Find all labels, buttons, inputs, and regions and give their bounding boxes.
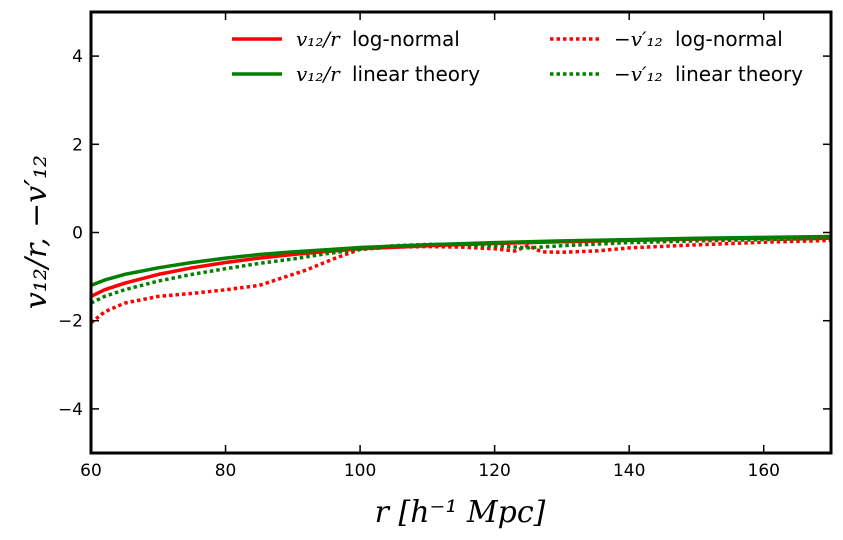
series-line-2 (91, 238, 831, 325)
legend-text: linear theory (352, 62, 480, 86)
legend-math: −v′₁₂ (614, 27, 663, 51)
x-tick-label: 160 (748, 461, 780, 481)
legend-label: v₁₂/r log-normal (296, 27, 460, 51)
legend-text: log-normal (675, 27, 783, 51)
legend-entry: v₁₂/r log-normal (232, 27, 460, 51)
x-tick-label: 60 (80, 461, 102, 481)
legend-entry: −v′₁₂ log-normal (550, 27, 783, 51)
legend-label: −v′₁₂ linear theory (614, 62, 803, 86)
y-axis-label: v₁₂/r, −v′₁₂ (19, 155, 54, 309)
x-tick-label: 80 (215, 461, 237, 481)
y-tick-label: 2 (72, 135, 83, 155)
legend-entry: −v′₁₂ linear theory (550, 62, 803, 86)
legend-math: v₁₂/r (296, 62, 341, 86)
legend-label: −v′₁₂ log-normal (614, 27, 783, 51)
y-tick-label: 0 (72, 224, 83, 244)
legend-text: linear theory (675, 62, 803, 86)
x-tick-label: 100 (344, 461, 376, 481)
series-line-3 (91, 236, 831, 305)
x-tick-label: 140 (613, 461, 645, 481)
series-group (91, 234, 831, 325)
x-tick-label: 120 (478, 461, 510, 481)
series-lines (91, 234, 831, 325)
legend-math: −v′₁₂ (614, 62, 663, 86)
series-line-1 (91, 234, 831, 288)
legend: v₁₂/r log-normal v₁₂/r linear theory −v′… (232, 27, 803, 86)
y-tick-label: −2 (58, 312, 83, 332)
series-line-0 (91, 235, 831, 298)
legend-math: v₁₂/r (296, 27, 341, 51)
legend-entry: v₁₂/r linear theory (232, 62, 480, 86)
legend-label: v₁₂/r linear theory (296, 62, 480, 86)
y-tick-label: −4 (58, 400, 83, 420)
axis-ticks (90, 12, 831, 453)
x-axis-label: r [h⁻¹ Mpc] (375, 495, 546, 530)
tick-labels: 60 80 100 120 140 160 −4 −2 0 2 4 (58, 47, 780, 481)
legend-text: log-normal (352, 27, 460, 51)
y-tick-label: 4 (72, 47, 83, 67)
